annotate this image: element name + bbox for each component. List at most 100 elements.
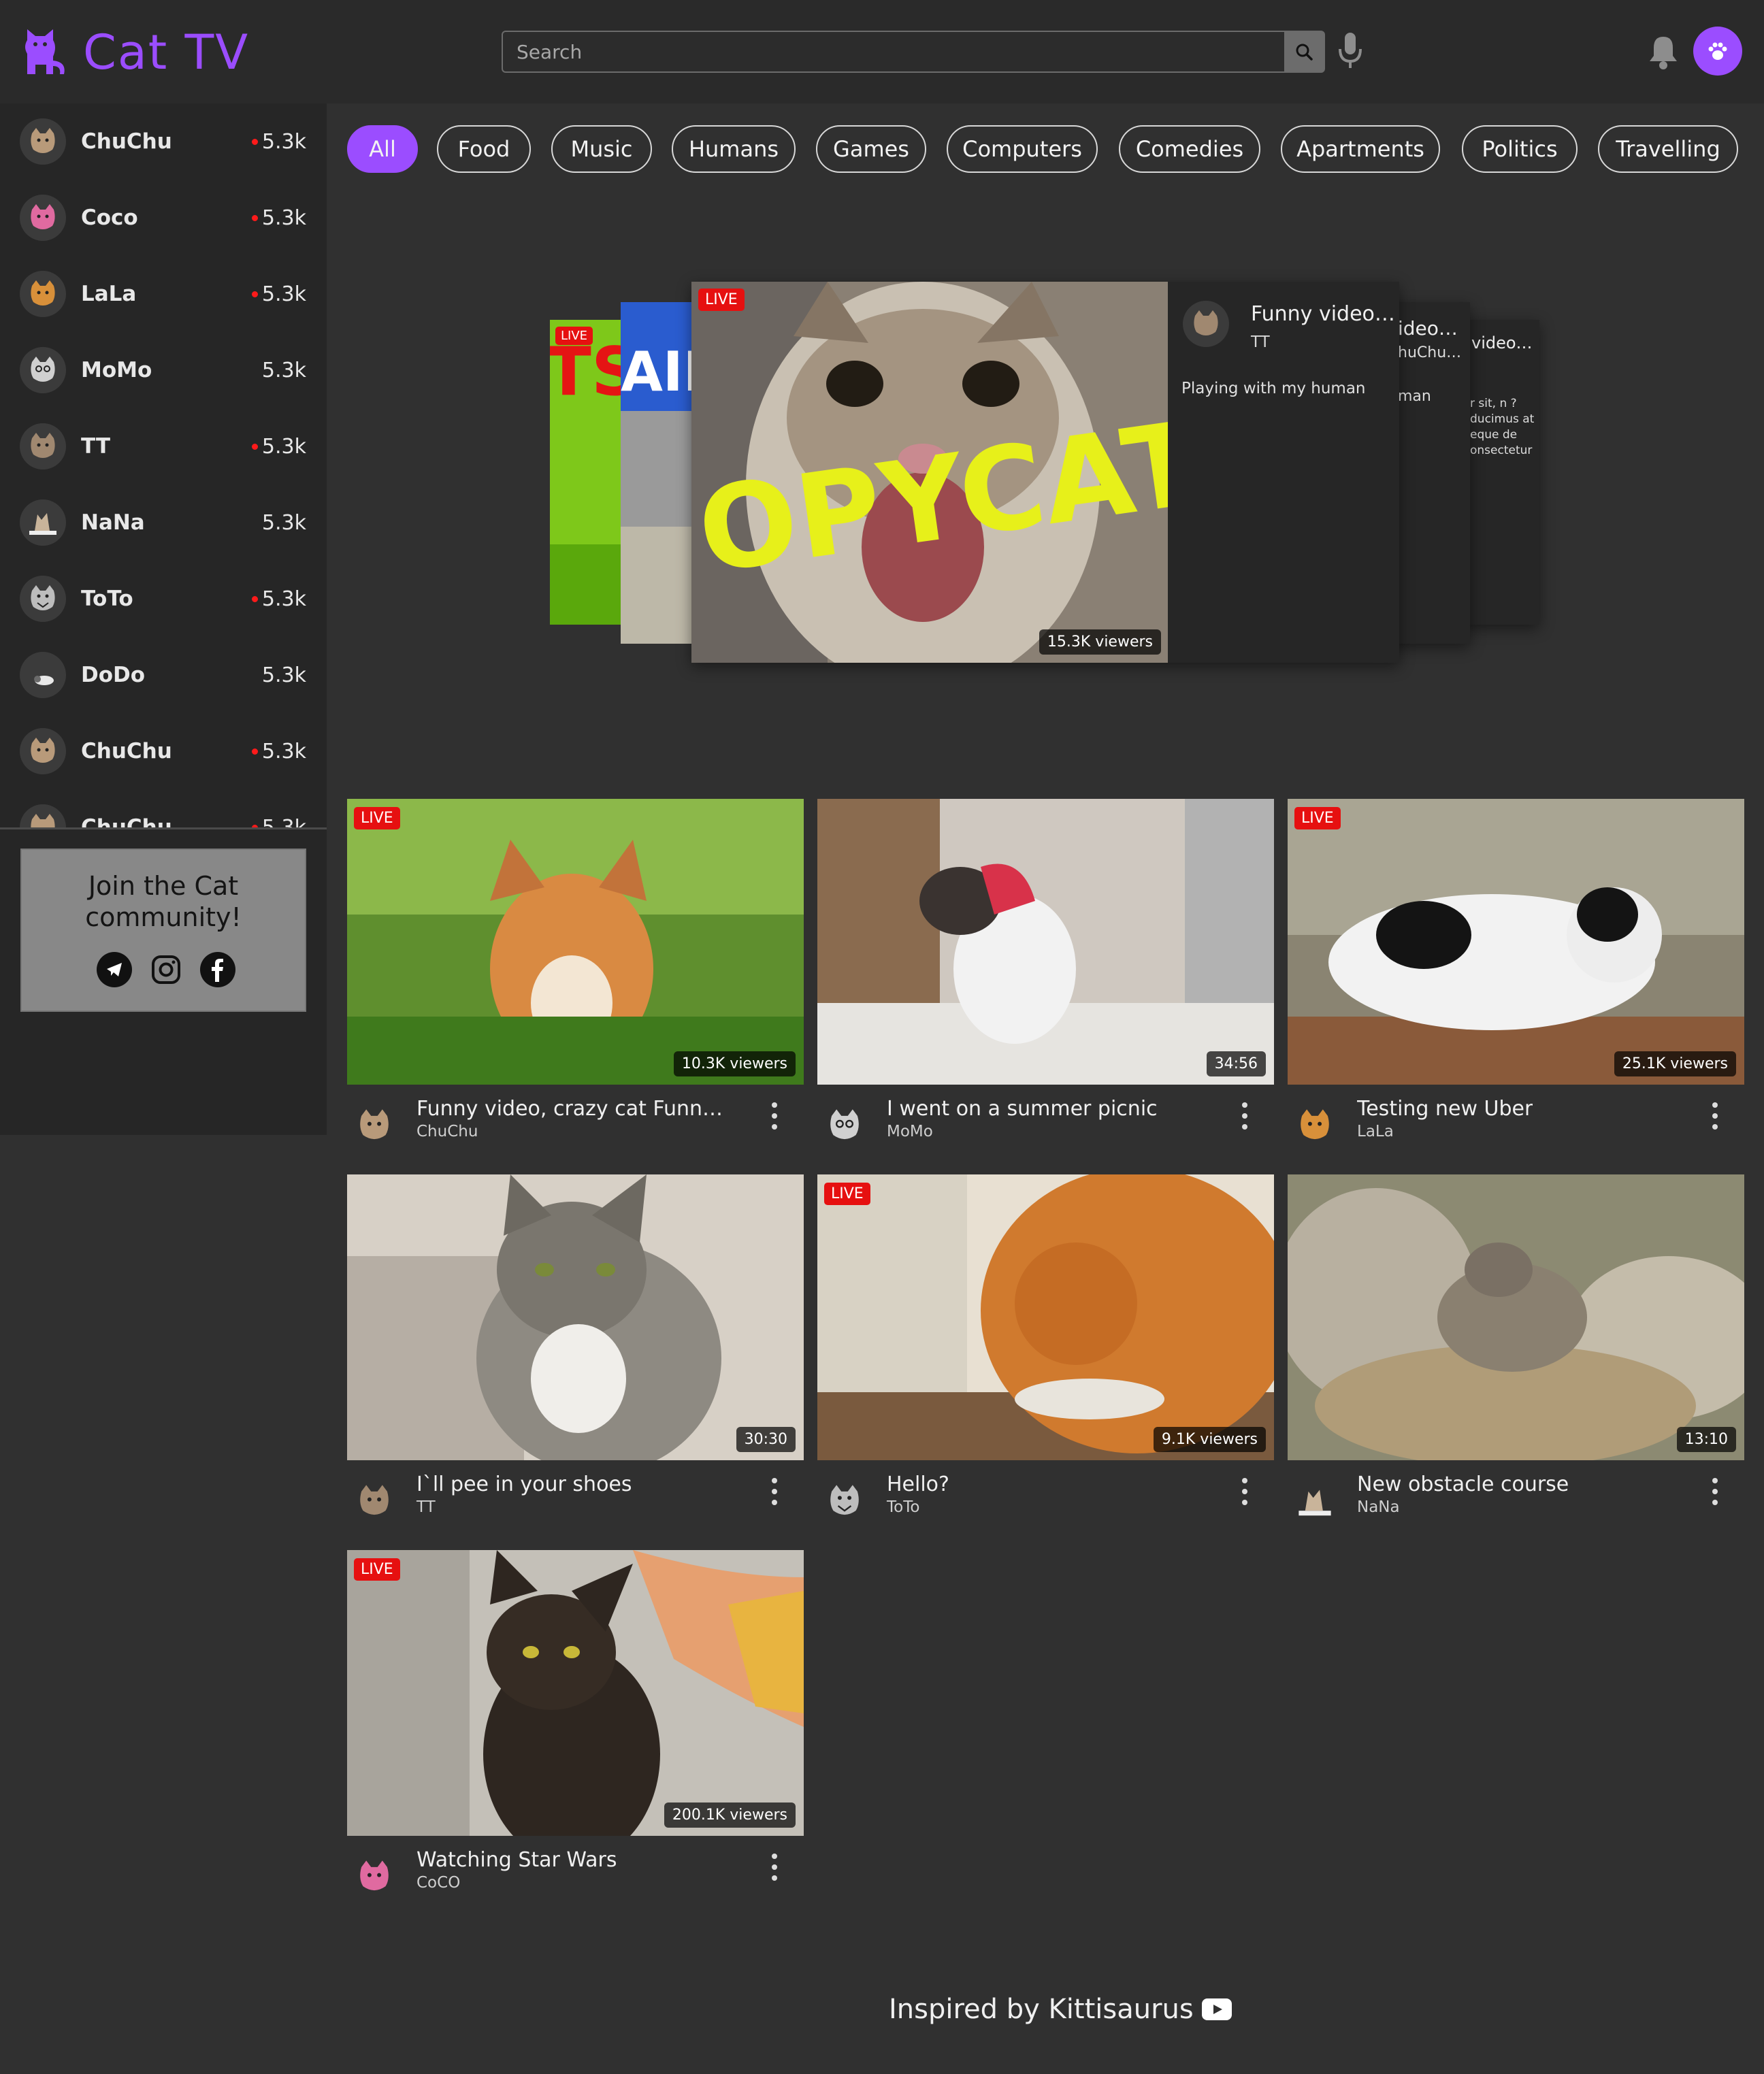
- instagram-icon[interactable]: [148, 952, 184, 987]
- footer-text[interactable]: Inspired by Kittisaurus: [889, 1994, 1194, 2025]
- more-options-icon[interactable]: [1707, 1478, 1723, 1505]
- video-card[interactable]: LIVE 25.1K viewers Testing new Uber LaLa: [1288, 799, 1744, 1166]
- channel-avatar[interactable]: [1183, 301, 1229, 347]
- telegram-icon[interactable]: [97, 952, 132, 987]
- live-dot: [252, 595, 258, 602]
- video-channel[interactable]: TT: [416, 1498, 436, 1516]
- channel-avatar[interactable]: [354, 1856, 395, 1897]
- user-avatar-button[interactable]: [1693, 27, 1742, 76]
- search-input[interactable]: [503, 32, 1284, 71]
- chip-humans[interactable]: Humans: [672, 125, 796, 173]
- chip-games[interactable]: Games: [816, 125, 926, 173]
- video-card[interactable]: LIVE 10.3K viewers Funny video, crazy ca…: [347, 799, 804, 1166]
- cat-face-icon: [360, 1485, 389, 1515]
- more-options-icon[interactable]: [766, 1478, 783, 1505]
- channel-item[interactable]: ToTo 5.3k: [0, 561, 327, 637]
- video-channel[interactable]: NaNa: [1357, 1498, 1400, 1516]
- channel-item[interactable]: Coco 5.3k: [0, 180, 327, 256]
- video-card[interactable]: LIVE 9.1K viewers Hello? ToTo: [817, 1174, 1274, 1542]
- chip-food[interactable]: Food: [437, 125, 531, 173]
- more-options-icon[interactable]: [1707, 1102, 1723, 1130]
- more-options-icon[interactable]: [1237, 1478, 1253, 1505]
- channel-item[interactable]: ChuChu 5.3k: [0, 789, 327, 827]
- notification-bell-icon[interactable]: [1647, 34, 1680, 69]
- channel-viewer-count: 5.3k: [261, 663, 306, 687]
- video-title[interactable]: Funny video, crazy cat Funny v…: [416, 1097, 730, 1121]
- video-card[interactable]: 13:10 New obstacle course NaNa: [1288, 1174, 1744, 1542]
- more-options-icon[interactable]: [766, 1854, 783, 1881]
- featured-title[interactable]: Funny video…: [1251, 302, 1395, 326]
- live-badge: LIVE: [824, 1183, 870, 1205]
- cat-face-icon: [34, 676, 54, 685]
- carousel-card-left[interactable]: AIL AT ITI VOL: [621, 302, 704, 644]
- chip-music[interactable]: Music: [551, 125, 652, 173]
- logo[interactable]: Cat TV: [22, 24, 249, 80]
- channel-item[interactable]: ChuChu 5.3k: [0, 103, 327, 180]
- carousel-thumb-text: TS ER: [550, 333, 625, 411]
- chip-travelling[interactable]: Travelling: [1598, 125, 1738, 173]
- video-thumbnail[interactable]: LIVE 200.1K viewers: [347, 1550, 804, 1836]
- carousel-featured-card[interactable]: OPYCAT LIVE 15.3K viewers Funny video… T…: [691, 282, 1399, 663]
- channel-name: MoMo: [81, 358, 152, 382]
- channel-avatar[interactable]: [1294, 1105, 1335, 1146]
- channel-item[interactable]: TT 5.3k: [0, 408, 327, 484]
- channel-avatar[interactable]: [354, 1105, 395, 1146]
- video-channel[interactable]: ChuChu: [416, 1123, 478, 1140]
- carousel-card-left[interactable]: TS ER LIVE: [550, 320, 625, 625]
- video-channel[interactable]: ToTo: [887, 1498, 920, 1516]
- video-title[interactable]: Hello?: [887, 1472, 949, 1496]
- chip-politics[interactable]: Politics: [1462, 125, 1578, 173]
- channel-avatar[interactable]: [354, 1481, 395, 1521]
- chip-computers[interactable]: Computers: [947, 125, 1098, 173]
- channel-item[interactable]: ChuChu 5.3k: [0, 713, 327, 789]
- featured-description: Playing with my human: [1181, 380, 1366, 397]
- chip-comedies[interactable]: Comedies: [1119, 125, 1260, 173]
- chip-all[interactable]: All: [347, 125, 418, 173]
- cat-face-icon: [31, 814, 55, 827]
- video-title[interactable]: Watching Star Wars: [416, 1848, 617, 1872]
- video-channel[interactable]: MoMo: [887, 1123, 933, 1140]
- microphone-icon[interactable]: [1337, 31, 1364, 71]
- cat-face-icon: [830, 1109, 859, 1140]
- video-thumbnail[interactable]: LIVE 10.3K viewers: [347, 799, 804, 1085]
- channel-avatar[interactable]: [1294, 1481, 1335, 1521]
- featured-thumbnail[interactable]: OPYCAT LIVE 15.3K viewers: [691, 282, 1168, 663]
- channel-viewer-count: 5.3k: [261, 739, 306, 763]
- video-card[interactable]: 30:30 I`ll pee in your shoes TT: [347, 1174, 804, 1542]
- channel-item[interactable]: MoMo 5.3k: [0, 332, 327, 408]
- video-thumbnail[interactable]: 30:30: [347, 1174, 804, 1460]
- cat-face-icon: [830, 1485, 859, 1515]
- channel-avatar[interactable]: [824, 1481, 865, 1521]
- live-badge: LIVE: [698, 289, 745, 311]
- video-thumbnail[interactable]: LIVE 9.1K viewers: [817, 1174, 1274, 1460]
- more-options-icon[interactable]: [766, 1102, 783, 1130]
- video-thumbnail[interactable]: 13:10: [1288, 1174, 1744, 1460]
- channel-avatar: [20, 118, 66, 165]
- video-card[interactable]: LIVE 200.1K viewers Watching Star Wars C…: [347, 1550, 804, 1917]
- more-options-icon[interactable]: [1237, 1102, 1253, 1130]
- video-title[interactable]: I`ll pee in your shoes: [416, 1472, 632, 1496]
- live-dot: [252, 748, 258, 755]
- facebook-icon[interactable]: [200, 952, 235, 987]
- channel-avatar[interactable]: [824, 1105, 865, 1146]
- video-title[interactable]: New obstacle course: [1357, 1472, 1569, 1496]
- live-dot: [252, 443, 258, 450]
- channel-item[interactable]: LaLa 5.3k: [0, 256, 327, 332]
- video-channel[interactable]: LaLa: [1357, 1123, 1394, 1140]
- carousel-card-back[interactable]: video… r sit, n ? ducimus at eque de ons…: [1463, 320, 1539, 625]
- cat-face-icon: [1301, 1109, 1329, 1140]
- video-title[interactable]: I went on a summer picnic: [887, 1097, 1158, 1121]
- channel-item[interactable]: DoDo 5.3k: [0, 637, 327, 713]
- channel-list: ChuChu 5.3k Coco 5.3k LaLa 5.3k MoMo 5: [0, 103, 327, 827]
- video-card[interactable]: 34:56 I went on a summer picnic MoMo: [817, 799, 1274, 1166]
- video-title[interactable]: Testing new Uber: [1357, 1097, 1533, 1121]
- carousel-card-description: man: [1398, 388, 1431, 405]
- video-channel[interactable]: CoCO: [416, 1874, 461, 1892]
- video-thumbnail[interactable]: 34:56: [817, 799, 1274, 1085]
- chip-apartments[interactable]: Apartments: [1281, 125, 1440, 173]
- video-thumbnail[interactable]: LIVE 25.1K viewers: [1288, 799, 1744, 1085]
- channel-item[interactable]: NaNa 5.3k: [0, 484, 327, 561]
- channel-avatar: [20, 804, 66, 827]
- youtube-icon[interactable]: [1201, 1998, 1232, 2020]
- search-button[interactable]: [1284, 32, 1324, 71]
